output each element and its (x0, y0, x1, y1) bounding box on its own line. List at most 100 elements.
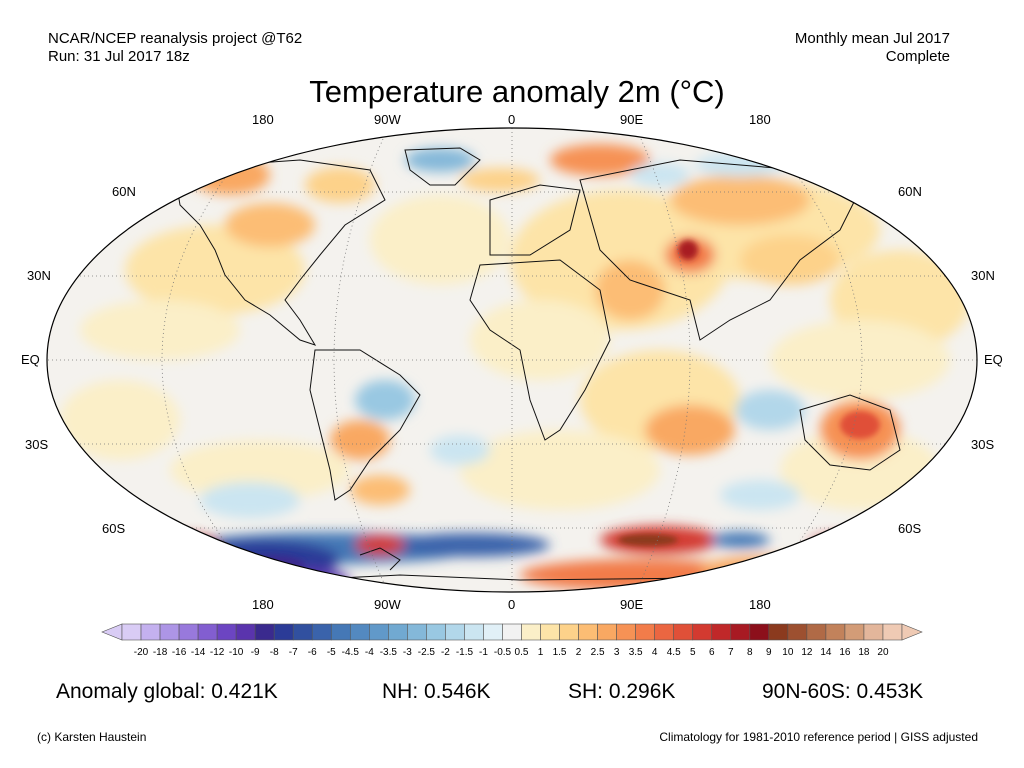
colorbar-swatch (597, 623, 617, 641)
lon-label-top: 90E (620, 112, 644, 127)
stat-arctic-band: 90N-60S: 0.453K (762, 680, 924, 703)
colorbar-swatch (692, 623, 713, 641)
colorbar-arrow-left (101, 623, 123, 641)
lat-label-left: 60N (112, 184, 136, 199)
lat-label-left: EQ (21, 352, 40, 367)
stat-global: Anomaly global: 0.421K (56, 680, 278, 703)
colorbar-swatch (578, 623, 598, 641)
colorbar-swatch (388, 623, 408, 641)
lon-label-bottom: 0 (508, 597, 516, 612)
colorbar-tick-label: 18 (858, 647, 870, 658)
colorbar-tick-label: -12 (209, 647, 225, 658)
colorbar-tick-label: 3 (613, 647, 620, 658)
colorbar-swatch (349, 623, 370, 641)
lon-label-top: 90W (374, 112, 401, 127)
graticule (47, 128, 977, 592)
colorbar-swatch (483, 623, 503, 641)
colorbar-tick-label: -9 (250, 647, 260, 658)
colorbar-tick-label: -8 (269, 647, 279, 658)
colorbar-tick-label: -0.5 (493, 647, 512, 658)
footnote: Climatology for 1981-2010 reference peri… (659, 730, 978, 744)
copyright: (c) Karsten Haustein (37, 730, 147, 744)
colorbar-arrow-right (901, 623, 923, 641)
colorbar-swatch (235, 623, 256, 641)
source-label: NCAR/NCEP reanalysis project @T62 (48, 30, 303, 47)
colorbar-tick-label: -1 (479, 647, 488, 658)
colorbar-tick-label: 3.5 (628, 647, 643, 658)
lon-label-top: 180 (252, 112, 274, 127)
colorbar-tick-label: 0.5 (514, 647, 529, 658)
colorbar-swatch (464, 623, 484, 641)
colorbar-tick-label: -14 (190, 647, 206, 658)
colorbar-swatch (749, 623, 770, 641)
colorbar-tick-label: -6 (307, 647, 317, 658)
colorbar-swatch (159, 623, 180, 641)
colorbar-tick-label: 20 (877, 647, 889, 658)
colorbar-swatch (521, 623, 541, 641)
colorbar-tick-label: 1 (537, 647, 544, 658)
colorbar-tick-label: 9 (766, 647, 772, 658)
colorbar-swatch (273, 623, 294, 641)
lat-label-left: 30N (27, 268, 51, 283)
colorbar-swatch (673, 623, 694, 641)
colorbar-tick-label: 4.5 (666, 647, 681, 658)
run-label: Run: 31 Jul 2017 18z (48, 48, 190, 65)
colorbar-swatch (369, 623, 389, 641)
lat-label-left: 60S (102, 521, 126, 536)
colorbar-swatch (711, 623, 732, 641)
colorbar-swatch (806, 623, 827, 641)
colorbar-tick-label: 16 (839, 647, 851, 658)
globe-border (46, 127, 978, 593)
lon-label-bottom: 180 (252, 597, 274, 612)
lon-label-bottom: 90W (374, 597, 401, 612)
colorbar-swatch (216, 623, 237, 641)
lon-label-bottom: 90E (620, 597, 644, 612)
colorbar-swatch (121, 623, 142, 641)
lon-label-bottom: 180 (749, 597, 771, 612)
colorbar-swatch (730, 623, 751, 641)
lon-label-top: 180 (749, 112, 771, 127)
colorbar-swatch (540, 623, 560, 641)
stat-nh: NH: 0.546K (382, 680, 491, 703)
colorbar-tick-label: 7 (727, 647, 734, 658)
colorbar-tick-label: 14 (820, 647, 832, 658)
colorbar-tick-label: 2.5 (590, 647, 605, 658)
colorbar-tick-label: 6 (708, 647, 715, 658)
colorbar-swatch (254, 623, 275, 641)
colorbar-tick-label: -4.5 (341, 647, 359, 658)
colorbar (101, 623, 923, 641)
colorbar-tick-label: 4 (651, 647, 658, 658)
colorbar-tick-label: -3 (402, 647, 412, 658)
stat-sh: SH: 0.296K (568, 680, 676, 703)
colorbar-tick-label: 1.5 (552, 647, 567, 658)
colorbar-tick-label: -20 (133, 647, 149, 658)
lat-label-left: 30S (25, 437, 49, 452)
lat-label-right: 30N (971, 268, 995, 283)
colorbar-swatch (502, 623, 522, 641)
colorbar-swatch (140, 623, 161, 641)
colorbar-tick-label: -2.5 (417, 647, 435, 658)
colorbar-tick-label: 2 (575, 647, 582, 658)
colorbar-tick-label: -18 (152, 647, 168, 658)
colorbar-swatch (768, 623, 789, 641)
period-label: Monthly mean Jul 2017 (794, 30, 950, 47)
colorbar-swatch (787, 623, 808, 641)
colorbar-swatch (445, 623, 465, 641)
colorbar-swatch (844, 623, 865, 641)
colorbar-tick-label: 5 (689, 647, 696, 658)
colorbar-swatch (635, 623, 655, 641)
colorbar-swatch (882, 623, 903, 641)
colorbar-tick-label: -3.5 (379, 647, 397, 658)
colorbar-swatch (426, 623, 446, 641)
colorbar-tick-label: -4 (364, 647, 374, 658)
colorbar-swatch (654, 623, 675, 641)
map-title: Temperature anomaly 2m (°C) (309, 74, 725, 109)
colorbar-swatch (825, 623, 846, 641)
colorbar-tick-label: -5 (326, 647, 336, 658)
colorbar-tick-label: -2 (440, 647, 450, 658)
colorbar-tick-label: -7 (288, 647, 298, 658)
status-label: Complete (885, 48, 950, 65)
colorbar-tick-label: -10 (228, 647, 244, 658)
lat-label-right: 60S (898, 521, 922, 536)
